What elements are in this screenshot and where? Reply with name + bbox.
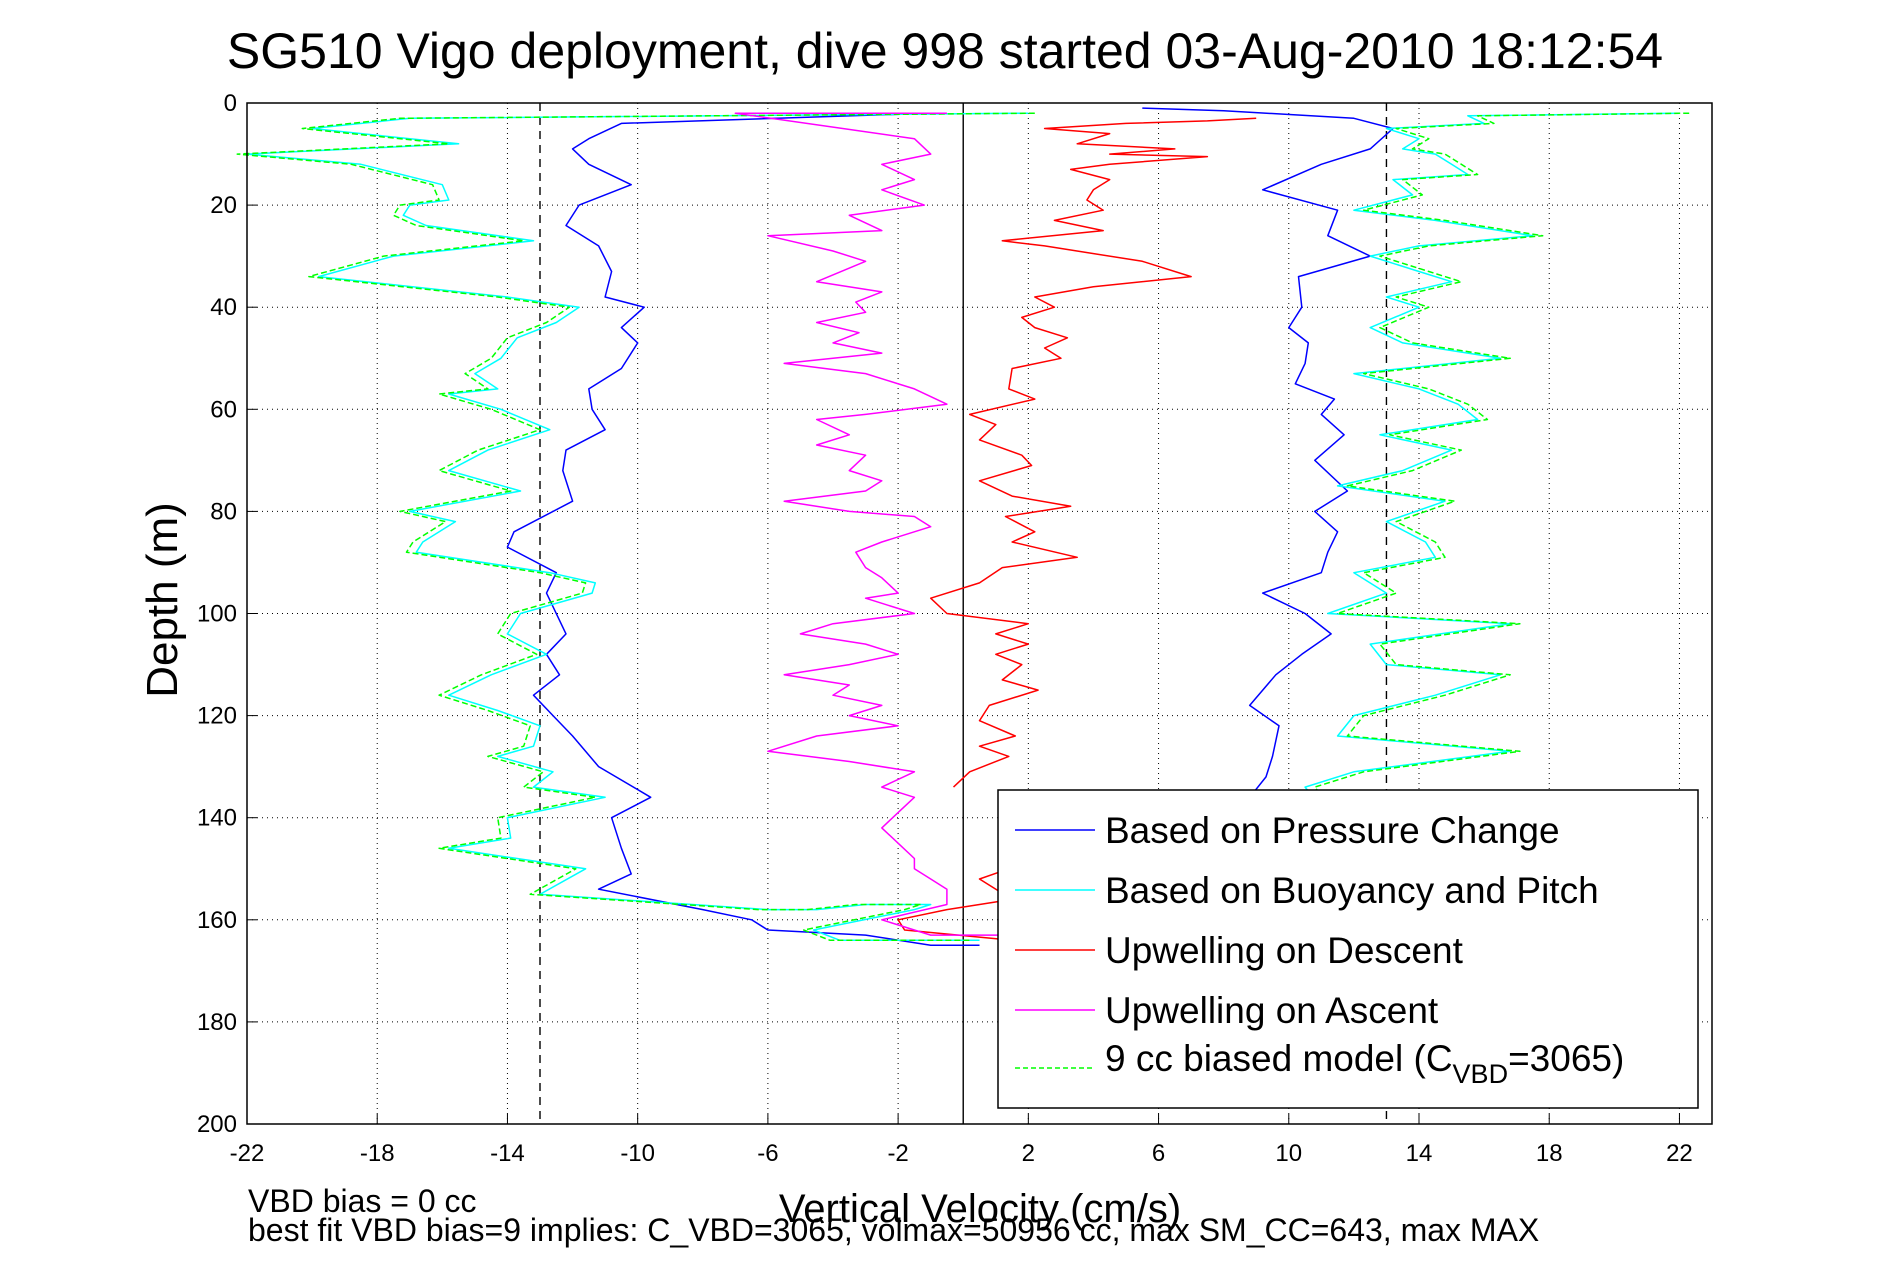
legend-label-model: 9 cc biased model (CVBD=3065) xyxy=(1105,1038,1624,1089)
chart-title: SG510 Vigo deployment, dive 998 started … xyxy=(227,23,1663,79)
data-series xyxy=(236,107,1690,947)
series-line xyxy=(929,117,1257,788)
series-line xyxy=(734,112,1013,936)
axes xyxy=(246,102,1713,1125)
reference-lines xyxy=(539,103,1388,1124)
y-tick-label: 20 xyxy=(210,192,237,219)
y-tick-label: 160 xyxy=(197,907,237,934)
series-line xyxy=(506,112,980,947)
x-tick-label: 14 xyxy=(1406,1140,1433,1167)
legend-box xyxy=(997,789,1699,1109)
x-tick-label: -10 xyxy=(620,1140,655,1167)
legend-label-ascent: Upwelling on Ascent xyxy=(1105,990,1439,1031)
footer-line-1: VBD bias = 0 cc xyxy=(248,1183,477,1219)
series-line xyxy=(246,112,1029,941)
legend-label-buoyancy: Based on Buoyancy and Pitch xyxy=(1105,870,1599,911)
legend-label-pressure: Based on Pressure Change xyxy=(1105,810,1560,851)
x-tick-labels: -22 -18 -14 -10 -6 -2 2 6 10 14 18 22 xyxy=(230,1140,1693,1167)
x-tick-label: -14 xyxy=(490,1140,525,1167)
x-tick-label: -18 xyxy=(360,1140,395,1167)
x-tick-label: -2 xyxy=(887,1140,908,1167)
y-tick-label: 180 xyxy=(197,1009,237,1036)
legend-label-descent: Upwelling on Descent xyxy=(1105,930,1464,971)
y-tick-label: 40 xyxy=(210,294,237,321)
x-tick-label: 2 xyxy=(1022,1140,1035,1167)
series-line xyxy=(1265,112,1690,819)
x-tick-label: -22 xyxy=(230,1140,265,1167)
y-tick-label: 0 xyxy=(224,90,237,117)
footer-line-2: best fit VBD bias=9 implies: C_VBD=3065,… xyxy=(248,1212,1539,1248)
x-tick-label: 6 xyxy=(1152,1140,1165,1167)
y-tick-label: 80 xyxy=(210,498,237,525)
y-tick-label: 60 xyxy=(210,396,237,423)
legend: Based on Pressure Change Based on Buoyan… xyxy=(997,789,1699,1109)
y-tick-label: 120 xyxy=(197,703,237,730)
y-axis-label: Depth (m) xyxy=(138,502,187,698)
y-tick-label: 200 xyxy=(197,1111,237,1138)
x-tick-label: -6 xyxy=(757,1140,778,1167)
x-tick-label: 18 xyxy=(1536,1140,1563,1167)
x-axis-label: Vertical Velocity (cm/s) xyxy=(779,1187,1181,1231)
y-tick-label: 140 xyxy=(197,805,237,832)
x-tick-label: 22 xyxy=(1666,1140,1693,1167)
y-tick-labels: 0 20 40 60 80 100 120 140 160 180 200 xyxy=(197,90,237,1138)
y-tick-label: 100 xyxy=(197,601,237,628)
series-line xyxy=(1256,112,1680,819)
x-tick-label: 10 xyxy=(1275,1140,1302,1167)
plot-frame xyxy=(246,102,1713,1125)
series-line xyxy=(1142,107,1394,818)
series-line xyxy=(236,112,1035,941)
series-line xyxy=(897,868,1013,941)
